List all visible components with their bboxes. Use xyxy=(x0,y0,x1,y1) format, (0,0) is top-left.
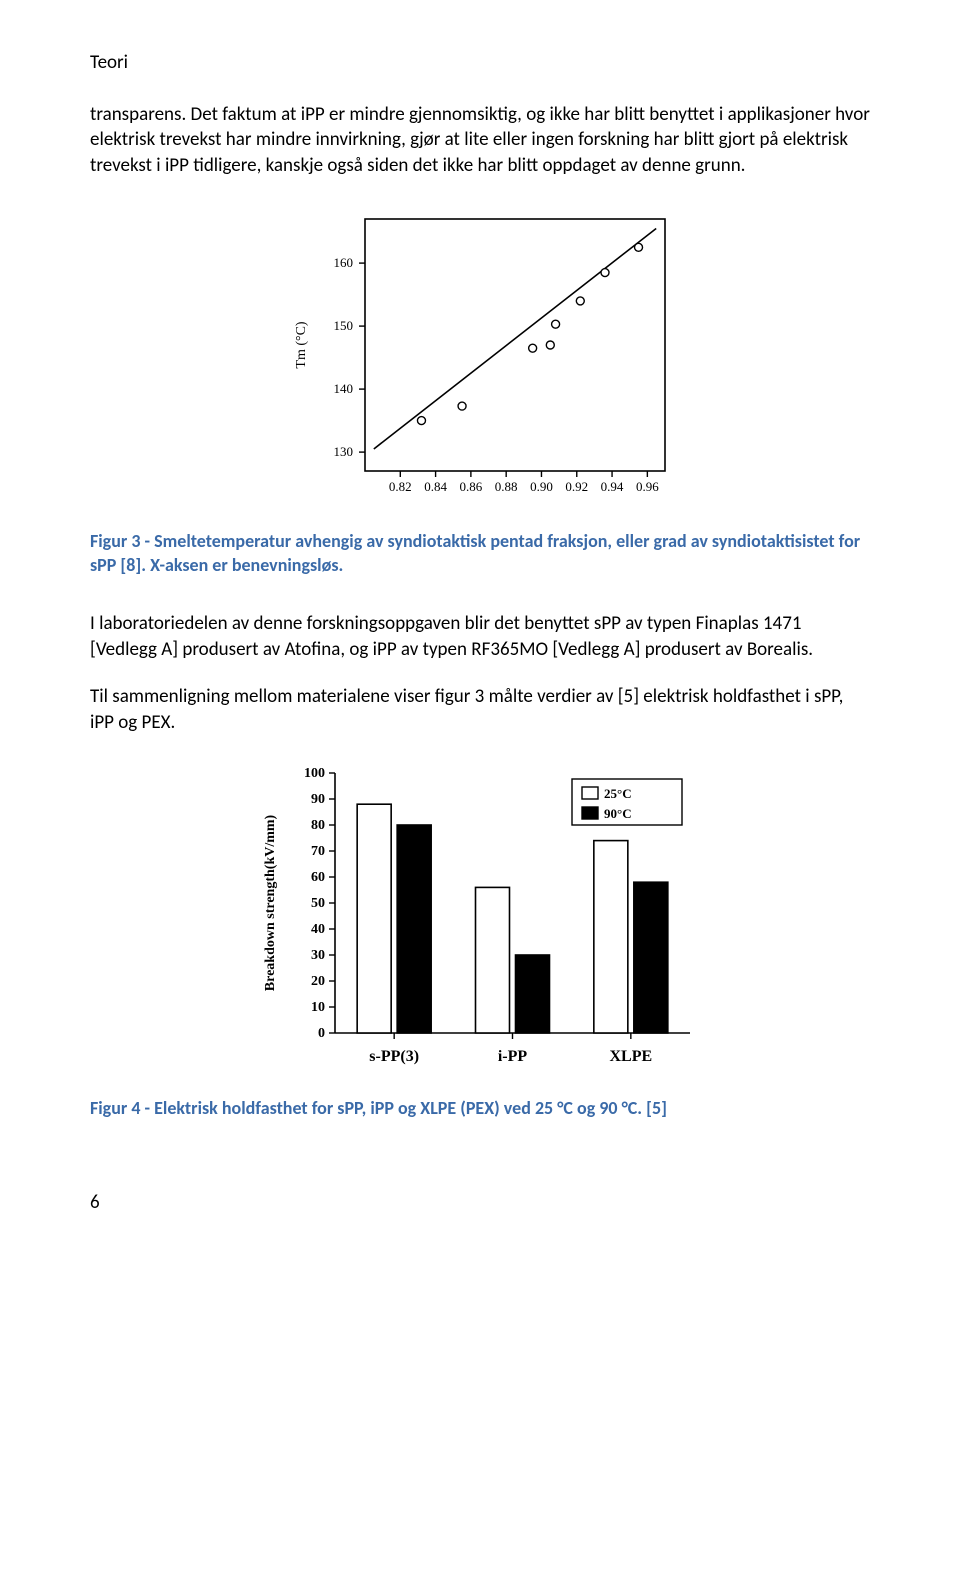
svg-text:0.94: 0.94 xyxy=(601,479,624,494)
page-number: 6 xyxy=(90,1190,870,1216)
paragraph-3: Til sammenligning mellom materialene vis… xyxy=(90,684,870,735)
svg-text:0.92: 0.92 xyxy=(565,479,588,494)
svg-text:50: 50 xyxy=(311,896,325,911)
svg-text:100: 100 xyxy=(304,766,325,781)
svg-text:90: 90 xyxy=(311,792,325,807)
svg-text:130: 130 xyxy=(334,444,354,459)
paragraph-2: I laboratoriedelen av denne forskningsop… xyxy=(90,611,870,662)
svg-text:30: 30 xyxy=(311,948,325,963)
line-chart-icon: 130 140 150 160 0.82 0.84 0.86 0.88 0.90 0.92 0.94… xyxy=(270,201,690,511)
svg-text:Breakdown strength(kV/mm): Breakdown strength(kV/mm) xyxy=(263,814,278,991)
figure-3-chart: 130 140 150 160 0.82 0.84 0.86 0.88 0.90 0.92 0.94… xyxy=(90,201,870,511)
svg-text:60: 60 xyxy=(311,870,325,885)
svg-text:i-PP: i-PP xyxy=(498,1048,528,1065)
figure-3-caption: Figur 3 - Smeltetemperatur avhengig av s… xyxy=(90,529,870,578)
svg-text:90°C: 90°C xyxy=(604,806,632,821)
svg-text:0: 0 xyxy=(318,1026,325,1041)
svg-text:0.88: 0.88 xyxy=(495,479,518,494)
svg-text:20: 20 xyxy=(311,974,325,989)
bar-chart-icon: 0 10 20 30 40 50 60 70 80 90 100 Breakdown strength… xyxy=(250,758,710,1078)
figure-4-caption: Figur 4 - Elektrisk holdfasthet for sPP,… xyxy=(90,1096,870,1120)
figure-4-chart: 0 10 20 30 40 50 60 70 80 90 100 Breakdown strength… xyxy=(90,758,870,1078)
section-heading: Teori xyxy=(90,50,870,76)
svg-text:0.84: 0.84 xyxy=(424,479,447,494)
svg-text:0.86: 0.86 xyxy=(460,479,483,494)
svg-text:140: 140 xyxy=(334,381,354,396)
svg-text:40: 40 xyxy=(311,922,325,937)
svg-text:70: 70 xyxy=(311,844,325,859)
svg-text:XLPE: XLPE xyxy=(609,1048,652,1065)
paragraph-1: transparens. Det faktum at iPP er mindre… xyxy=(90,102,870,179)
svg-text:0.96: 0.96 xyxy=(636,479,659,494)
svg-text:0.90: 0.90 xyxy=(530,479,553,494)
svg-text:0.82: 0.82 xyxy=(389,479,412,494)
svg-text:Tm (°C): Tm (°C) xyxy=(294,321,309,369)
svg-text:25°C: 25°C xyxy=(604,786,632,801)
svg-text:150: 150 xyxy=(334,318,354,333)
svg-text:160: 160 xyxy=(334,255,354,270)
svg-text:10: 10 xyxy=(311,1000,325,1015)
svg-text:s-PP(3): s-PP(3) xyxy=(369,1048,419,1065)
svg-text:80: 80 xyxy=(311,818,325,833)
